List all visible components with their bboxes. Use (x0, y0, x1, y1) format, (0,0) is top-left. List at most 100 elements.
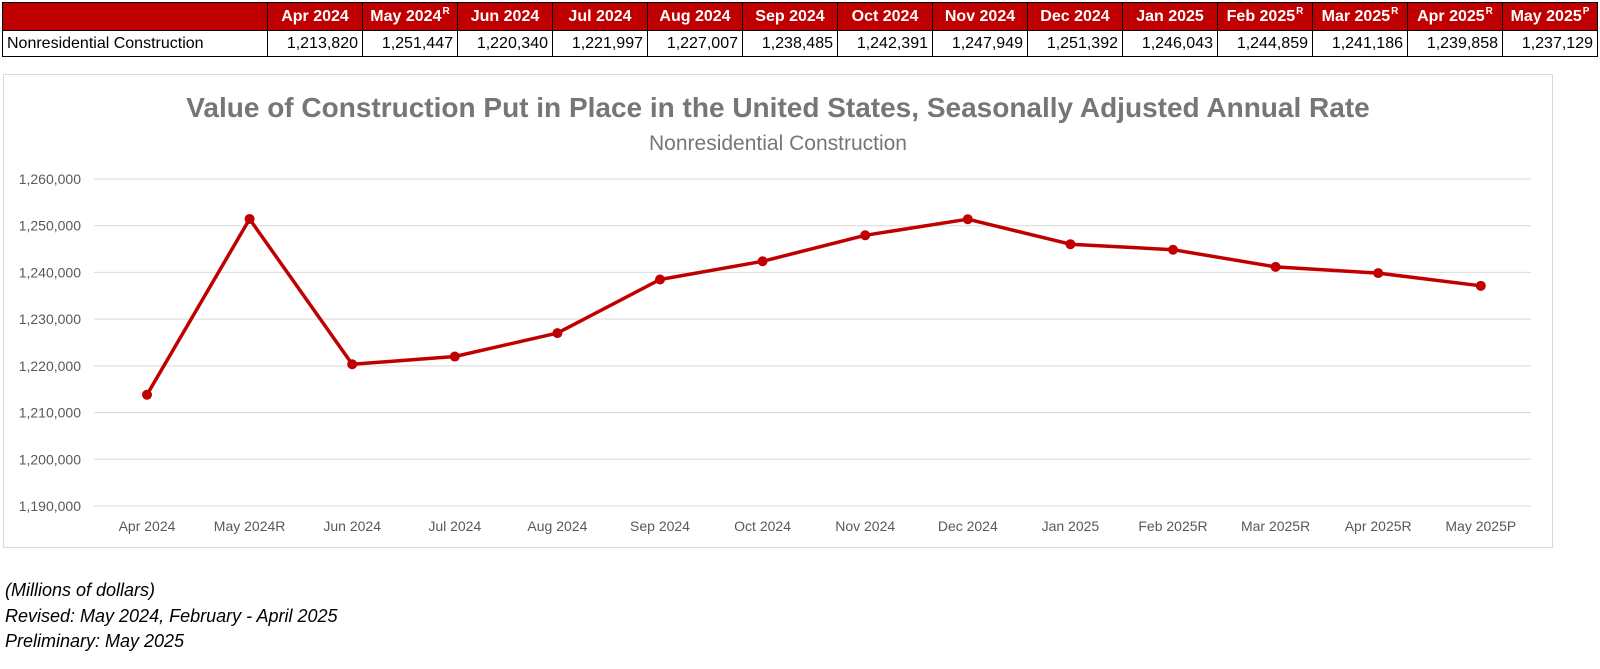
data-point (1065, 239, 1076, 250)
table-cell: 1,220,340 (457, 30, 553, 57)
column-header: Jan 2025 (1122, 2, 1218, 31)
column-header: Apr 2024 (267, 2, 363, 31)
units-note: (Millions of dollars) (5, 580, 156, 600)
table-cell: 1,242,391 (837, 30, 933, 57)
data-point (962, 214, 973, 225)
table-cell: 1,237,129 (1502, 30, 1598, 57)
data-points (142, 213, 1486, 400)
data-point (860, 230, 871, 241)
column-header-label: Apr 2024 (281, 7, 349, 25)
x-tick-label: Nov 2024 (835, 518, 895, 534)
x-tick-label: May 2024R (214, 518, 286, 534)
column-header: Sep 2024 (742, 2, 838, 31)
data-point (347, 359, 358, 370)
table-cell: 1,251,392 (1027, 30, 1123, 57)
chart-card: Value of Construction Put in Place in th… (3, 74, 1553, 548)
x-tick-label: May 2025P (1445, 518, 1516, 534)
data-point (142, 389, 152, 400)
x-tick-label: Jun 2024 (323, 518, 381, 534)
column-header: Apr 2025R (1407, 2, 1503, 31)
column-header: May 2024R (362, 2, 458, 31)
table-cell: 1,221,997 (552, 30, 648, 57)
table-cell: 1,246,043 (1122, 30, 1218, 57)
table-cell: 1,238,485 (742, 30, 838, 57)
preliminary-note: Preliminary: May 2025 (5, 631, 185, 651)
row-label: Nonresidential Construction (2, 30, 268, 57)
column-header-label: Jun 2024 (470, 7, 540, 25)
column-header: Dec 2024 (1027, 2, 1123, 31)
y-tick-label: 1,240,000 (19, 264, 81, 280)
x-tick-label: Jul 2024 (428, 518, 481, 534)
table-cell: 1,213,820 (267, 30, 363, 57)
column-header-label: Jan 2025 (1136, 7, 1204, 25)
data-point (449, 351, 460, 362)
column-header-label: Mar 2025 (1321, 7, 1391, 25)
column-header-mark: R (1296, 5, 1304, 17)
data-table: Apr 2024 May 2024R Jun 2024 Jul 2024 Aug 202… (2, 2, 1598, 57)
column-header-label: May 2024 (370, 7, 442, 25)
table-cell: 1,247,949 (932, 30, 1028, 57)
table-corner-cell (2, 2, 268, 31)
data-point (1168, 244, 1178, 255)
y-tick-label: 1,190,000 (19, 498, 81, 514)
y-axis-ticks: 1,190,000 1,200,000 1,210,000 1,220,000 1,23… (19, 171, 81, 514)
y-tick-label: 1,250,000 (19, 218, 81, 234)
x-axis-ticks: Apr 2024 May 2024R Jun 2024 Jul 2024 Aug 202… (119, 518, 1517, 534)
column-header-label: Oct 2024 (851, 7, 919, 25)
x-tick-label: Mar 2025R (1241, 518, 1310, 534)
y-tick-label: 1,220,000 (19, 358, 81, 374)
chart-subtitle: Nonresidential Construction (649, 132, 907, 155)
line-chart: Value of Construction Put in Place in th… (19, 92, 1531, 534)
chart-title: Value of Construction Put in Place in th… (186, 92, 1369, 123)
x-tick-label: Sep 2024 (630, 518, 690, 534)
footnotes: (Millions of dollars) Revised: May 2024,… (5, 578, 338, 655)
data-point (1475, 280, 1486, 291)
x-tick-label: Apr 2024 (119, 518, 176, 534)
y-tick-label: 1,260,000 (19, 171, 81, 187)
column-header: Mar 2025R (1312, 2, 1408, 31)
data-point (655, 274, 665, 285)
table-row: Nonresidential Construction 1,213,820 1,2… (2, 30, 1598, 57)
data-point (1373, 268, 1384, 279)
data-point (552, 328, 563, 339)
table-cell: 1,241,186 (1312, 30, 1408, 57)
column-header-label: May 2025 (1510, 7, 1582, 25)
column-header-mark: R (1485, 5, 1493, 17)
column-header: May 2025P (1502, 2, 1598, 31)
table-cell: 1,227,007 (647, 30, 743, 57)
table-cell: 1,251,447 (362, 30, 458, 57)
data-point (757, 256, 768, 267)
y-tick-label: 1,210,000 (19, 405, 81, 421)
column-header: Aug 2024 (647, 2, 743, 31)
column-header: Nov 2024 (932, 2, 1028, 31)
column-header-label: Sep 2024 (755, 7, 825, 25)
column-header: Feb 2025R (1217, 2, 1313, 31)
gridlines (94, 178, 1531, 507)
data-point (1270, 261, 1281, 272)
table-cell: 1,244,859 (1217, 30, 1313, 57)
x-tick-label: Jan 2025 (1042, 518, 1100, 534)
column-header: Oct 2024 (837, 2, 933, 31)
data-point (244, 213, 255, 224)
column-header-label: Jul 2024 (568, 7, 632, 25)
revised-note: Revised: May 2024, February - April 2025 (5, 605, 338, 626)
table-cell: 1,239,858 (1407, 30, 1503, 57)
column-header-label: Apr 2025 (1417, 7, 1485, 25)
x-tick-label: Feb 2025R (1138, 518, 1207, 534)
table-header-row: Apr 2024 May 2024R Jun 2024 Jul 2024 Aug 202… (2, 2, 1598, 31)
column-header-mark: P (1582, 5, 1590, 17)
column-header: Jun 2024 (457, 2, 553, 31)
column-header-label: Aug 2024 (659, 7, 731, 25)
y-tick-label: 1,200,000 (19, 451, 81, 467)
column-header-mark: R (1391, 5, 1399, 17)
x-tick-label: Aug 2024 (527, 518, 587, 534)
column-header-label: Feb 2025 (1226, 7, 1296, 25)
column-header-mark: R (442, 5, 450, 17)
series-line (145, 217, 1482, 396)
y-tick-label: 1,230,000 (19, 311, 81, 327)
x-tick-label: Oct 2024 (734, 518, 791, 534)
column-header-label: Dec 2024 (1040, 7, 1110, 25)
x-tick-label: Apr 2025R (1345, 518, 1412, 534)
column-header: Jul 2024 (552, 2, 648, 31)
x-tick-label: Dec 2024 (938, 518, 998, 534)
